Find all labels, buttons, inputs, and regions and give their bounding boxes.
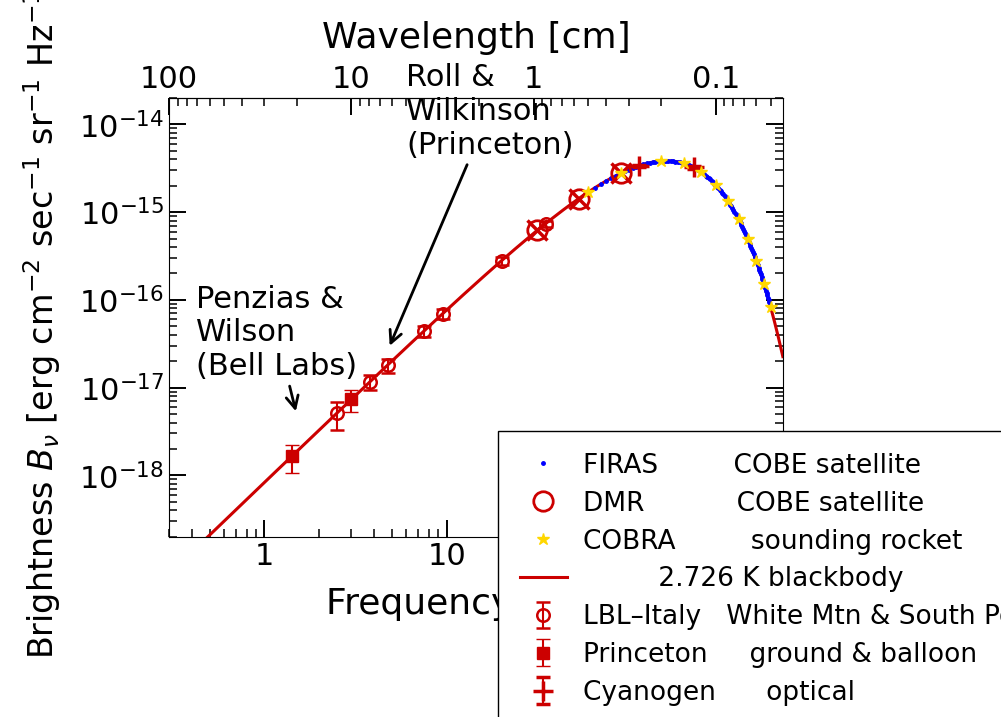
Line: FIRAS         COBE satellite: FIRAS COBE satellite (585, 158, 774, 311)
FIRAS         COBE satellite (660, 157, 672, 166)
X-axis label: Frequency [GHz]: Frequency [GHz] (325, 587, 626, 621)
FIRAS         COBE satellite (723, 199, 735, 207)
COBRA         sounding rocket (764, 303, 776, 312)
COBRA         sounding rocket (695, 168, 707, 176)
Line: DMR           COBE satellite: DMR COBE satellite (528, 163, 630, 240)
FIRAS         COBE satellite (582, 188, 594, 196)
COBRA         sounding rocket (732, 215, 744, 224)
COBRA         sounding rocket (614, 169, 626, 178)
Text: Penzias &
Wilson
(Bell Labs): Penzias & Wilson (Bell Labs) (195, 285, 356, 409)
COBRA         sounding rocket (742, 235, 754, 244)
COBRA         sounding rocket (710, 181, 722, 189)
COBRA         sounding rocket (582, 188, 594, 196)
FIRAS         COBE satellite (694, 167, 706, 176)
FIRAS         COBE satellite (736, 223, 748, 232)
FIRAS         COBE satellite (764, 303, 776, 312)
COBRA         sounding rocket (722, 197, 734, 206)
Y-axis label: Brightness $B_{\nu}$ [erg cm$^{-2}$ sec$^{-1}$ sr$^{-1}$ Hz$^{-1}$]: Brightness $B_{\nu}$ [erg cm$^{-2}$ sec$… (21, 0, 63, 659)
Line: COBRA         sounding rocket: COBRA sounding rocket (582, 155, 777, 313)
COBRA         sounding rocket (757, 280, 769, 288)
COBRA         sounding rocket (655, 157, 667, 166)
DMR           COBE satellite (532, 226, 544, 234)
FIRAS         COBE satellite (683, 161, 695, 170)
FIRAS         COBE satellite (724, 201, 736, 209)
Legend: FIRAS         COBE satellite, DMR           COBE satellite, COBRA         soundi: FIRAS COBE satellite, DMR COBE satellite… (498, 432, 1001, 717)
DMR           COBE satellite (573, 194, 585, 203)
FIRAS         COBE satellite (623, 166, 635, 174)
COBRA         sounding rocket (678, 159, 690, 168)
Text: Roll &
Wilkinson
(Princeton): Roll & Wilkinson (Princeton) (389, 63, 574, 343)
COBRA         sounding rocket (750, 257, 762, 265)
DMR           COBE satellite (614, 169, 626, 178)
